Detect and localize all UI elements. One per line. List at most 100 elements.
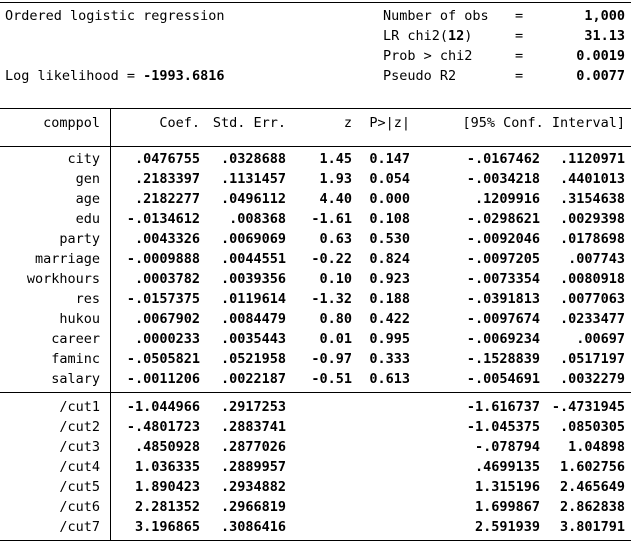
cell-stderr: .008368 bbox=[229, 211, 286, 227]
table-row: career .0000233 .0035443 0.01 0.995 -.0069234… bbox=[0, 329, 631, 349]
cell-pvalue: 0.000 bbox=[369, 191, 410, 207]
depvar-label: comppol bbox=[43, 115, 100, 131]
cell-stderr: .0035443 bbox=[220, 331, 286, 347]
cell-z bbox=[286, 397, 352, 417]
stat-line: Number of obs = 1,000 bbox=[383, 6, 625, 26]
cell-coef: .4850928 bbox=[134, 439, 200, 455]
cell-stderr: .3086416 bbox=[220, 519, 286, 535]
cell-coef: 2.281352 bbox=[134, 499, 200, 515]
cell-ci-low: -.0391813 bbox=[466, 291, 540, 307]
model-title: Ordered logistic regression bbox=[5, 8, 225, 24]
cutpoint-rows: /cut1 -1.044966 .2917253 -1.616737 -.4731945… bbox=[0, 397, 631, 537]
cell-coef: .0000233 bbox=[134, 331, 200, 347]
stat-value: 0.0019 bbox=[576, 48, 625, 64]
gap bbox=[100, 209, 110, 229]
column-header-row: comppol Coef. Std. Err. z P>|z| [95% Con… bbox=[0, 113, 631, 133]
cell-ci-low: 1.699867 bbox=[474, 499, 540, 515]
stat-equals: = bbox=[515, 28, 524, 44]
cell-stderr: .0039356 bbox=[220, 271, 286, 287]
table-row: party .0043326 .0069069 0.63 0.530 -.0092046.… bbox=[0, 229, 631, 249]
cutpoint-row: /cut1 -1.044966 .2917253 -1.616737 -.4731945 bbox=[0, 397, 631, 417]
rule-header bbox=[0, 108, 631, 109]
cell-ci-low: -1.616737 bbox=[466, 399, 540, 415]
table-row: age .2182277 .0496112 4.40 0.000 .1209916 .315… bbox=[0, 189, 631, 209]
cell-pvalue bbox=[352, 417, 410, 437]
cell-ci-low: 1.315196 bbox=[474, 479, 540, 495]
cell-ci-high: .0517197 bbox=[559, 351, 625, 367]
cell-coef: -.0011206 bbox=[126, 371, 200, 387]
gap bbox=[100, 477, 110, 497]
gap bbox=[100, 229, 110, 249]
cell-z: 0.80 bbox=[319, 311, 352, 327]
gap bbox=[100, 189, 110, 209]
stat-value: 1,000 bbox=[584, 8, 625, 24]
stat-label: Pseudo R2 bbox=[383, 68, 457, 84]
gap bbox=[100, 309, 110, 329]
cell-ci-high: .0178698 bbox=[559, 231, 625, 247]
cell-ci-high: .3154638 bbox=[559, 191, 625, 207]
cell-varname: party bbox=[59, 231, 100, 247]
cell-pvalue: 0.188 bbox=[369, 291, 410, 307]
col-z: z bbox=[343, 115, 352, 131]
cell-varname: salary bbox=[51, 371, 100, 387]
gap bbox=[100, 113, 110, 133]
table-row: workhours .0003782 .0039356 0.10 0.923 -.0073… bbox=[0, 269, 631, 289]
stat-label: LR chi2(12) bbox=[383, 28, 473, 44]
table-row: hukou .0067902 .0084479 0.80 0.422 -.0097674.… bbox=[0, 309, 631, 329]
cell-ci-high: 2.465649 bbox=[559, 479, 625, 495]
cell-ci-high: -.4731945 bbox=[551, 399, 625, 415]
cutpoint-row: /cut5 1.890423 .2934882 1.315196 2.465649 bbox=[0, 477, 631, 497]
cell-varname: /cut5 bbox=[59, 479, 100, 495]
cell-pvalue bbox=[352, 457, 410, 477]
cell-z: 1.93 bbox=[319, 171, 352, 187]
cell-ci-high: .0080918 bbox=[559, 271, 625, 287]
table-row: edu -.0134612 .008368 -1.61 0.108 -.0298621 .0… bbox=[0, 209, 631, 229]
cell-coef: -.0009888 bbox=[126, 251, 200, 267]
cell-z: 1.45 bbox=[319, 151, 352, 167]
cell-varname: workhours bbox=[26, 271, 100, 287]
cutpoint-row: /cut6 2.281352 .2966819 1.699867 2.862838 bbox=[0, 497, 631, 517]
cell-ci-high: 1.602756 bbox=[559, 459, 625, 475]
cell-z: -0.51 bbox=[311, 371, 352, 387]
cell-ci-high: .1120971 bbox=[559, 151, 625, 167]
cell-pvalue: 0.054 bbox=[369, 171, 410, 187]
cell-z: -0.22 bbox=[311, 251, 352, 267]
cell-varname: edu bbox=[75, 211, 100, 227]
table-column-header: comppol Coef. Std. Err. z P>|z| [95% Con… bbox=[0, 113, 631, 133]
table-row: salary -.0011206 .0022187 -0.51 0.613 -.00546… bbox=[0, 369, 631, 389]
cell-pvalue bbox=[352, 477, 410, 497]
cell-ci-low: -.0092046 bbox=[466, 231, 540, 247]
cell-varname: hukou bbox=[59, 311, 100, 327]
cell-ci-high: .0850305 bbox=[559, 419, 625, 435]
cell-z bbox=[286, 517, 352, 537]
cell-ci-low: .4699135 bbox=[474, 459, 540, 475]
cell-coef: .2183397 bbox=[134, 171, 200, 187]
cell-ci-high: .0029398 bbox=[559, 211, 625, 227]
cell-varname: gen bbox=[75, 171, 100, 187]
cell-coef: -.0157375 bbox=[126, 291, 200, 307]
cell-coef: .0003782 bbox=[134, 271, 200, 287]
cell-z bbox=[286, 457, 352, 477]
table-row: gen .2183397 .1131457 1.93 0.054 -.0034218 .44… bbox=[0, 169, 631, 189]
cell-varname: marriage bbox=[34, 251, 100, 267]
cutpoint-row: /cut3 .4850928 .2877026 -.078794 1.04898 bbox=[0, 437, 631, 457]
stat-equals: = bbox=[515, 68, 524, 84]
stat-equals: = bbox=[515, 8, 524, 24]
rule-top bbox=[0, 2, 631, 3]
cell-varname: /cut3 bbox=[59, 439, 100, 455]
cell-pvalue bbox=[352, 517, 410, 537]
gap bbox=[100, 369, 110, 389]
cutpoint-row: /cut7 3.196865 .3086416 2.591939 3.801791 bbox=[0, 517, 631, 537]
col-pvalue: P>|z| bbox=[369, 115, 410, 131]
cell-z: -1.32 bbox=[311, 291, 352, 307]
cell-z: 0.10 bbox=[319, 271, 352, 287]
cell-ci-high: .007743 bbox=[568, 251, 625, 267]
cell-ci-low: -.0034218 bbox=[466, 171, 540, 187]
cell-coef: 1.036335 bbox=[134, 459, 200, 475]
cell-ci-high: .0077063 bbox=[559, 291, 625, 307]
cell-z: 0.01 bbox=[319, 331, 352, 347]
cell-varname: faminc bbox=[51, 351, 100, 367]
stat-equals: = bbox=[515, 48, 524, 64]
col-conf-interval: [95% Conf. Interval] bbox=[462, 115, 625, 131]
